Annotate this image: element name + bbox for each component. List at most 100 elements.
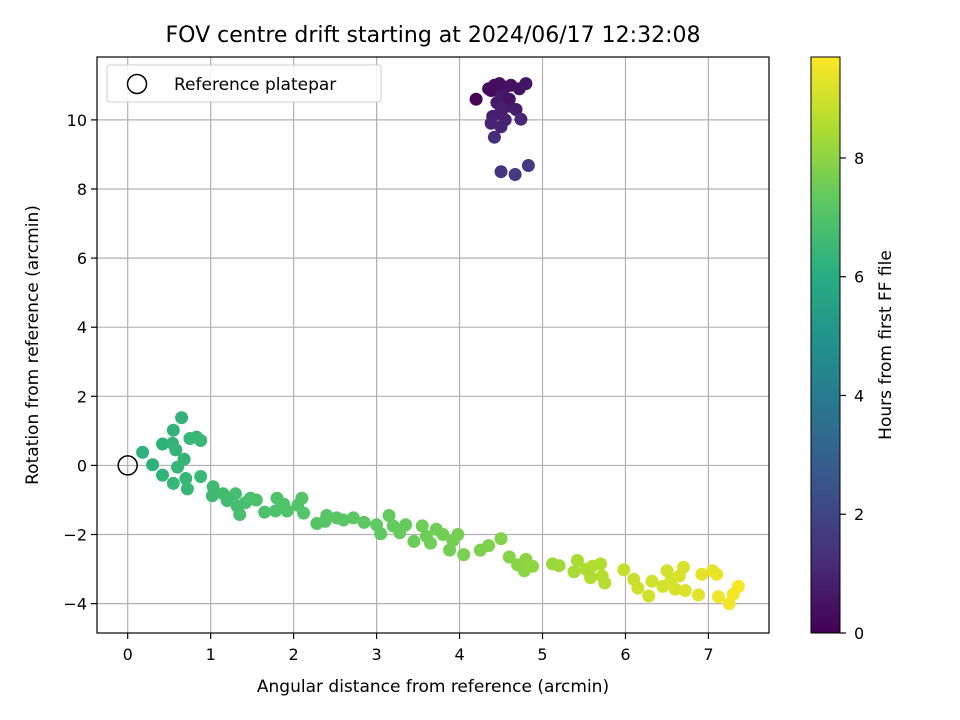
data-point: [194, 434, 208, 447]
data-point: [487, 130, 501, 144]
data-points: [136, 77, 745, 611]
colorbar-label: Hours from first FF file: [876, 250, 896, 440]
data-point: [179, 472, 193, 485]
data-point: [451, 528, 465, 541]
colorbar-tick-label: 8: [854, 149, 864, 168]
data-point: [399, 518, 413, 532]
data-point: [677, 560, 690, 574]
x-tick-label: 6: [620, 645, 630, 664]
data-point: [169, 443, 183, 457]
chart-title: FOV centre drift starting at 2024/06/17 …: [166, 23, 701, 48]
data-point: [645, 574, 659, 588]
data-point: [519, 77, 533, 91]
data-point: [166, 476, 180, 490]
y-tick-label: 4: [77, 318, 87, 337]
data-point: [146, 458, 160, 472]
data-point: [584, 571, 598, 585]
data-point: [598, 576, 612, 590]
x-axis-label: Angular distance from reference (arcmin): [257, 677, 609, 697]
x-tick-label: 5: [537, 645, 547, 664]
data-point: [494, 120, 508, 134]
data-point: [710, 567, 724, 581]
y-axis-label: Rotation from reference (arcmin): [23, 205, 43, 485]
data-point: [166, 423, 180, 437]
data-point: [678, 584, 692, 597]
colorbar-tick-label: 2: [854, 505, 864, 524]
data-point: [180, 482, 194, 496]
data-point: [668, 582, 682, 596]
data-point: [374, 527, 388, 541]
data-point: [136, 445, 150, 459]
data-point: [233, 508, 247, 521]
data-point: [594, 557, 608, 571]
data-point: [509, 103, 523, 116]
data-point: [502, 550, 516, 564]
data-point: [494, 532, 508, 546]
reference-platepar-marker: [117, 455, 138, 476]
data-point: [570, 553, 584, 567]
plot-frame: [96, 56, 770, 634]
y-tick-label: −4: [63, 595, 87, 614]
x-tick-label: 0: [123, 645, 133, 664]
data-point: [494, 101, 508, 115]
grid-lines: [97, 57, 769, 633]
data-point: [617, 563, 631, 577]
x-tick-label: 1: [206, 645, 216, 664]
data-point: [526, 559, 540, 573]
data-point: [695, 567, 709, 581]
data-point: [436, 528, 450, 541]
data-point: [175, 411, 189, 425]
data-point: [482, 82, 496, 96]
colorbar-tick-label: 4: [854, 386, 864, 405]
colorbar-tick-label: 0: [854, 624, 864, 643]
legend-label-reference: Reference platepar: [174, 75, 336, 95]
y-tick-label: 6: [77, 249, 87, 268]
data-point: [424, 536, 437, 550]
data-point: [567, 565, 581, 579]
data-point: [731, 579, 745, 593]
legend: Reference platepar: [106, 64, 382, 103]
data-point: [336, 513, 350, 527]
data-point: [631, 581, 645, 595]
data-point: [469, 92, 483, 106]
data-point: [205, 489, 219, 503]
data-point: [407, 534, 421, 548]
data-point: [508, 168, 522, 181]
y-tick-label: 8: [77, 180, 87, 199]
data-point: [514, 112, 528, 126]
y-tick-label: 10: [67, 111, 87, 130]
colorbar: 0 2 4 6 8 Hours from first FF file: [810, 56, 896, 643]
data-point: [249, 493, 263, 507]
data-point: [552, 559, 566, 573]
data-point: [156, 437, 169, 451]
data-point: [320, 509, 334, 522]
data-point: [382, 509, 396, 522]
data-point: [194, 470, 208, 483]
data-point: [502, 92, 516, 106]
data-point: [357, 515, 371, 529]
data-point: [156, 468, 169, 482]
x-tick-label: 3: [371, 645, 381, 664]
data-point: [415, 519, 429, 533]
data-point: [346, 511, 360, 525]
legend-box: [106, 64, 382, 103]
data-point: [457, 548, 471, 562]
data-point: [711, 590, 725, 604]
legend-marker-icon: [126, 73, 148, 95]
data-point: [642, 589, 656, 603]
y-axis-ticks: −4 −2 0 2 4 6 8 10: [63, 111, 97, 614]
colorbar-ticks: 0 2 4 6 8: [840, 149, 864, 643]
data-point: [484, 116, 498, 130]
data-point: [280, 504, 294, 518]
data-point: [258, 505, 272, 519]
data-point: [692, 588, 705, 602]
x-tick-label: 2: [289, 645, 299, 664]
data-point: [297, 506, 311, 520]
data-point: [521, 159, 535, 172]
y-tick-label: 2: [77, 387, 87, 406]
data-point: [482, 539, 496, 553]
reference-point-icon: [117, 455, 138, 476]
x-tick-label: 4: [454, 645, 464, 664]
x-axis-ticks: 0 1 2 3 4 5 6 7: [123, 633, 714, 664]
